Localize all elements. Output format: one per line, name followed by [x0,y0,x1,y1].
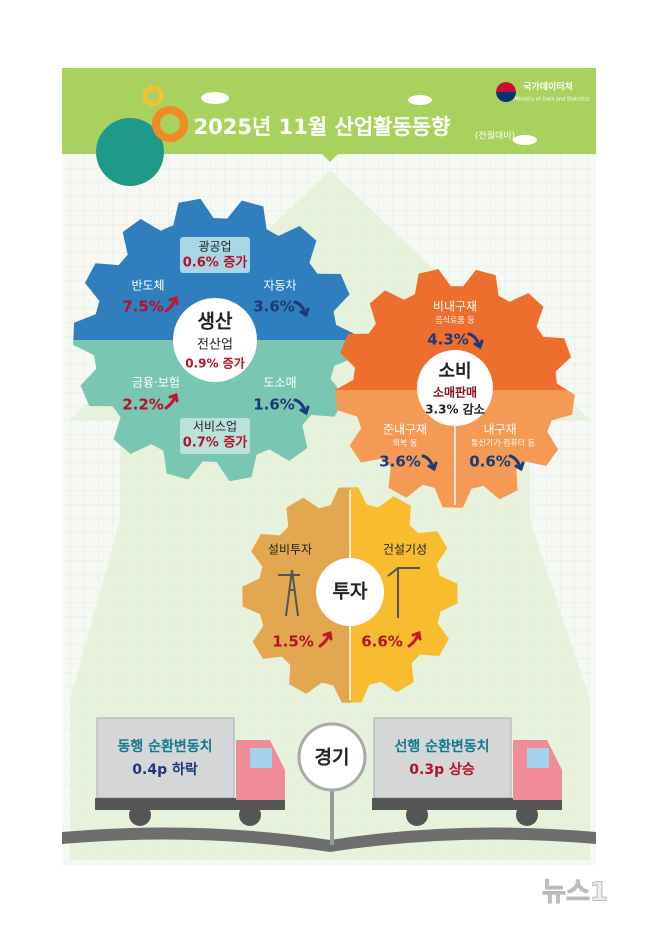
value: 0.4p 하락 [132,761,198,778]
title: 2025년 11월 산업활동동향 [194,115,451,139]
center-circle [316,558,384,626]
arrow-up [164,296,179,313]
label: 광공업 [198,240,231,254]
arrow-up [164,393,179,410]
label: 건설기성 [383,543,427,557]
arrow-up [407,631,422,648]
title: 생산 [198,311,233,333]
watermark: 뉴스1 [542,878,608,908]
arrow-down [508,454,525,472]
label-box [180,237,250,273]
arrow-up [318,631,333,648]
subtitle: (전월대비) [475,130,515,142]
agency-en: Ministry of Data and Statistics [514,97,590,103]
value: 2.2% [122,396,164,414]
center-circle [173,298,257,382]
note: 의복 등 [393,438,418,448]
cloud [201,92,229,104]
value: 0.7% 증가 [183,436,248,451]
title: 소비 [438,361,471,382]
arrow-down [467,332,484,350]
value: 0.6% 증가 [183,256,248,271]
value: 0.3p 상승 [409,762,475,778]
title: 경기 [315,747,350,769]
value: 0.9% 증가 [185,356,245,371]
gear [455,390,575,508]
label: 내구재 [483,423,516,437]
road [62,827,596,852]
label: 소매판매 [433,385,477,400]
gear [73,340,357,482]
window [527,748,549,768]
wheel [239,804,261,826]
wheel [516,804,538,826]
logo [496,92,516,102]
value: 4.3% [427,331,469,349]
value: 3.6% [379,453,421,471]
label: 금융·보험 [132,376,180,390]
gear [350,487,458,703]
arrow-down [421,454,438,472]
note: 통신기기·컴퓨터 등 [471,439,535,448]
note: 음식료품 등 [435,316,474,325]
value: 6.6% [361,633,403,651]
cloud [513,135,537,145]
arrow-down [293,398,310,416]
arrow-down [293,300,310,318]
cab [513,740,562,800]
label: 반도체 [131,279,164,293]
header-notch [322,154,338,162]
sign [297,722,367,792]
label: 전산업 [197,338,233,353]
center-circle [417,350,493,426]
label: 서비스업 [193,420,237,434]
icon-pump [278,569,300,617]
label: 설비투자 [268,543,312,557]
wheel [406,804,428,826]
label: 비내구재 [433,300,477,314]
gear [335,269,571,390]
cloud [408,95,432,105]
header-gear [152,106,188,142]
value: 7.5% [122,298,164,316]
logo [496,82,516,92]
agency: 국가데이터처 [523,81,573,93]
value: 0.6% [469,453,511,471]
icon-crane [387,567,420,618]
container [373,717,512,799]
header-gear [142,85,164,107]
value: 3.6% [253,298,295,316]
label: 선행 순환변동치 [394,738,489,755]
title: 투자 [333,581,368,603]
container [96,717,235,799]
gear [335,390,455,508]
value: 1.6% [253,396,295,414]
value: 3.3% 감소 [425,402,485,417]
wheel [129,804,151,826]
value: 1.5% [272,633,314,651]
header-gear [96,118,164,186]
label: 도소매 [263,376,296,390]
label: 자동차 [263,279,296,293]
window [250,748,272,768]
label: 동행 순환변동치 [117,738,212,755]
label: 준내구재 [383,423,427,437]
label-box [180,418,250,454]
cab [236,740,285,800]
